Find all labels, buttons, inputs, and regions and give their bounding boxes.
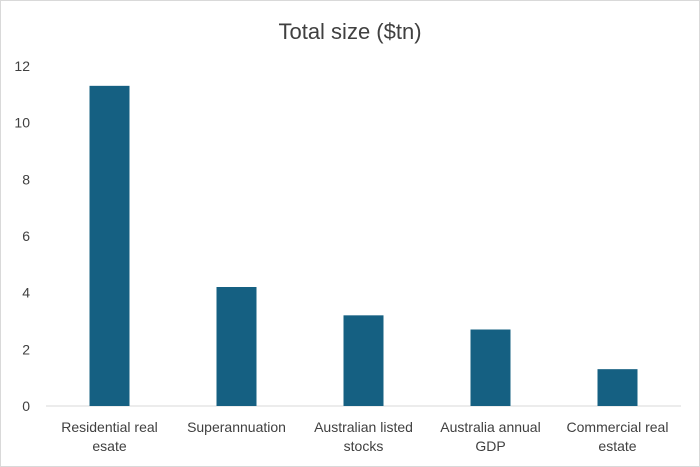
x-category-label-line: estate xyxy=(598,438,636,454)
x-category-label: Commercial real estate xyxy=(567,419,669,454)
bars-group xyxy=(89,85,638,406)
x-category-label: Superannuation xyxy=(187,419,286,435)
y-tick-label: 6 xyxy=(22,228,30,244)
x-category-label-line: Australia annual xyxy=(440,419,540,435)
y-tick-label: 12 xyxy=(14,58,30,74)
x-category-label: Australia annual GDP xyxy=(440,419,540,454)
chart-title: Total size ($tn) xyxy=(278,19,421,44)
x-category-label-line: esate xyxy=(92,438,126,454)
bar xyxy=(89,85,130,406)
y-axis-ticks: 0 2 4 6 8 10 12 xyxy=(14,58,30,414)
x-axis-labels: Residential real esate Superannuation Austr… xyxy=(61,419,668,454)
y-tick-label: 2 xyxy=(22,341,30,357)
y-tick-label: 4 xyxy=(22,285,30,301)
x-category-label-line: stocks xyxy=(344,438,384,454)
y-tick-label: 10 xyxy=(14,115,30,131)
bar xyxy=(597,369,638,406)
x-category-label: Australian listed stocks xyxy=(314,419,413,454)
bar xyxy=(343,315,384,406)
y-tick-label: 0 xyxy=(22,398,30,414)
x-category-label-line: Commercial real xyxy=(567,419,669,435)
y-tick-label: 8 xyxy=(22,171,30,187)
x-category-label-line: Residential real xyxy=(61,419,158,435)
x-category-label: Residential real esate xyxy=(61,419,158,454)
bar xyxy=(216,287,257,406)
bar xyxy=(470,329,511,406)
x-category-label-line: GDP xyxy=(475,438,505,454)
x-category-label-line: Superannuation xyxy=(187,419,286,435)
x-category-label-line: Australian listed xyxy=(314,419,413,435)
